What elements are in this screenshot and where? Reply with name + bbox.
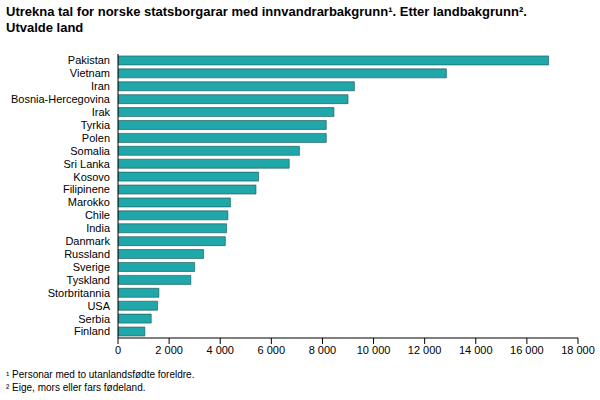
svg-text:Sverige: Sverige xyxy=(73,261,110,273)
svg-text:Kosovo: Kosovo xyxy=(73,171,110,183)
html-text:Utrekna tal for norske statsbo: Utrekna tal for norske statsborgarar med… xyxy=(6,4,527,35)
svg-text:14 000: 14 000 xyxy=(459,344,493,356)
svg-text:Vietnam: Vietnam xyxy=(70,67,110,79)
svg-text:6 000: 6 000 xyxy=(258,344,286,356)
svg-text:Storbritannia: Storbritannia xyxy=(48,287,111,299)
svg-text:10 000: 10 000 xyxy=(357,344,391,356)
svg-text:Marokko: Marokko xyxy=(68,196,110,208)
svg-text:India: India xyxy=(86,222,111,234)
svg-text:Tyskland: Tyskland xyxy=(67,274,110,286)
svg-text:Sri Lanka: Sri Lanka xyxy=(64,158,111,170)
svg-text:Filipinene: Filipinene xyxy=(63,183,110,195)
svg-text:Irak: Irak xyxy=(92,106,111,118)
svg-text:Tyrkia: Tyrkia xyxy=(81,119,111,131)
svg-text:Danmark: Danmark xyxy=(65,235,110,247)
svg-text:Serbia: Serbia xyxy=(78,313,111,325)
svg-text:Chile: Chile xyxy=(85,209,110,221)
svg-text:8 000: 8 000 xyxy=(309,344,337,356)
svg-text:Finland: Finland xyxy=(74,325,110,337)
svg-text:12 000: 12 000 xyxy=(408,344,442,356)
svg-text:Iran: Iran xyxy=(91,80,110,92)
html-text:¹ Personar med to utanlandsfød: ¹ Personar med to utanlandsfødte foreldr… xyxy=(6,369,195,380)
svg-text:Bosnia-Hercegovina: Bosnia-Hercegovina xyxy=(11,93,111,105)
svg-text:16 000: 16 000 xyxy=(510,344,544,356)
svg-text:Russland: Russland xyxy=(64,248,110,260)
svg-text:Somalia: Somalia xyxy=(70,145,111,157)
svg-text:USA: USA xyxy=(87,300,110,312)
svg-text:Polen: Polen xyxy=(82,132,110,144)
svg-text:0: 0 xyxy=(115,344,121,356)
svg-text:2 000: 2 000 xyxy=(155,344,183,356)
svg-text:4 000: 4 000 xyxy=(206,344,234,356)
svg-text:18 000: 18 000 xyxy=(561,344,592,356)
svg-text:Pakistan: Pakistan xyxy=(68,54,110,66)
html-text:² Eige, mors eller fars fødela: ² Eige, mors eller fars fødeland. xyxy=(6,382,146,393)
